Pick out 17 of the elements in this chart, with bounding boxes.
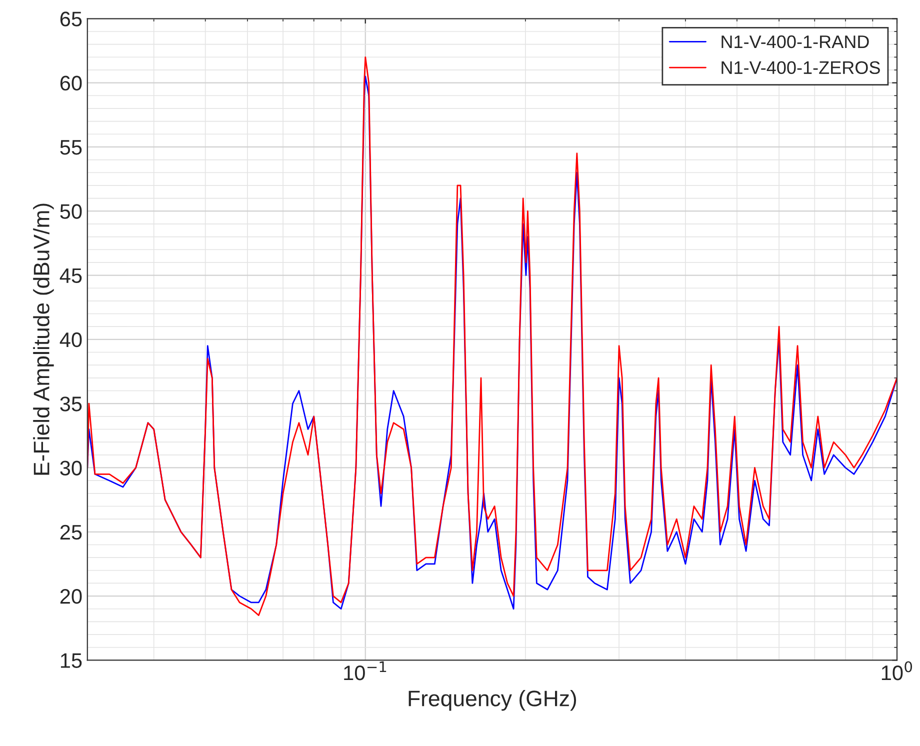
x-tick-label: 10$^{0}$ — [882, 661, 912, 680]
y-tick-label: 60 — [60, 76, 82, 91]
x-tick-label: 10$^{−1}$ — [344, 661, 386, 680]
y-tick-label: 55 — [60, 140, 82, 155]
legend-label: N1-V-400-1-ZEROS — [722, 61, 880, 74]
legend-label: N1-V-400-1-RAND — [722, 35, 869, 48]
y-tick-label: 35 — [60, 396, 82, 412]
y-axis-title: E-Field Amplitude (dBuV/m) — [33, 204, 54, 475]
y-tick-label: 45 — [60, 268, 82, 284]
y-tick-label: 15 — [60, 653, 82, 668]
x-axis-title: Frequency (GHz) — [408, 690, 576, 711]
y-tick-label: 30 — [60, 460, 82, 476]
y-tick-label: 20 — [60, 589, 82, 604]
y-tick-label: 25 — [60, 524, 82, 540]
y-tick-label: 40 — [60, 332, 82, 348]
y-tick-label: 50 — [60, 204, 82, 219]
y-tick-label: 65 — [60, 12, 82, 26]
